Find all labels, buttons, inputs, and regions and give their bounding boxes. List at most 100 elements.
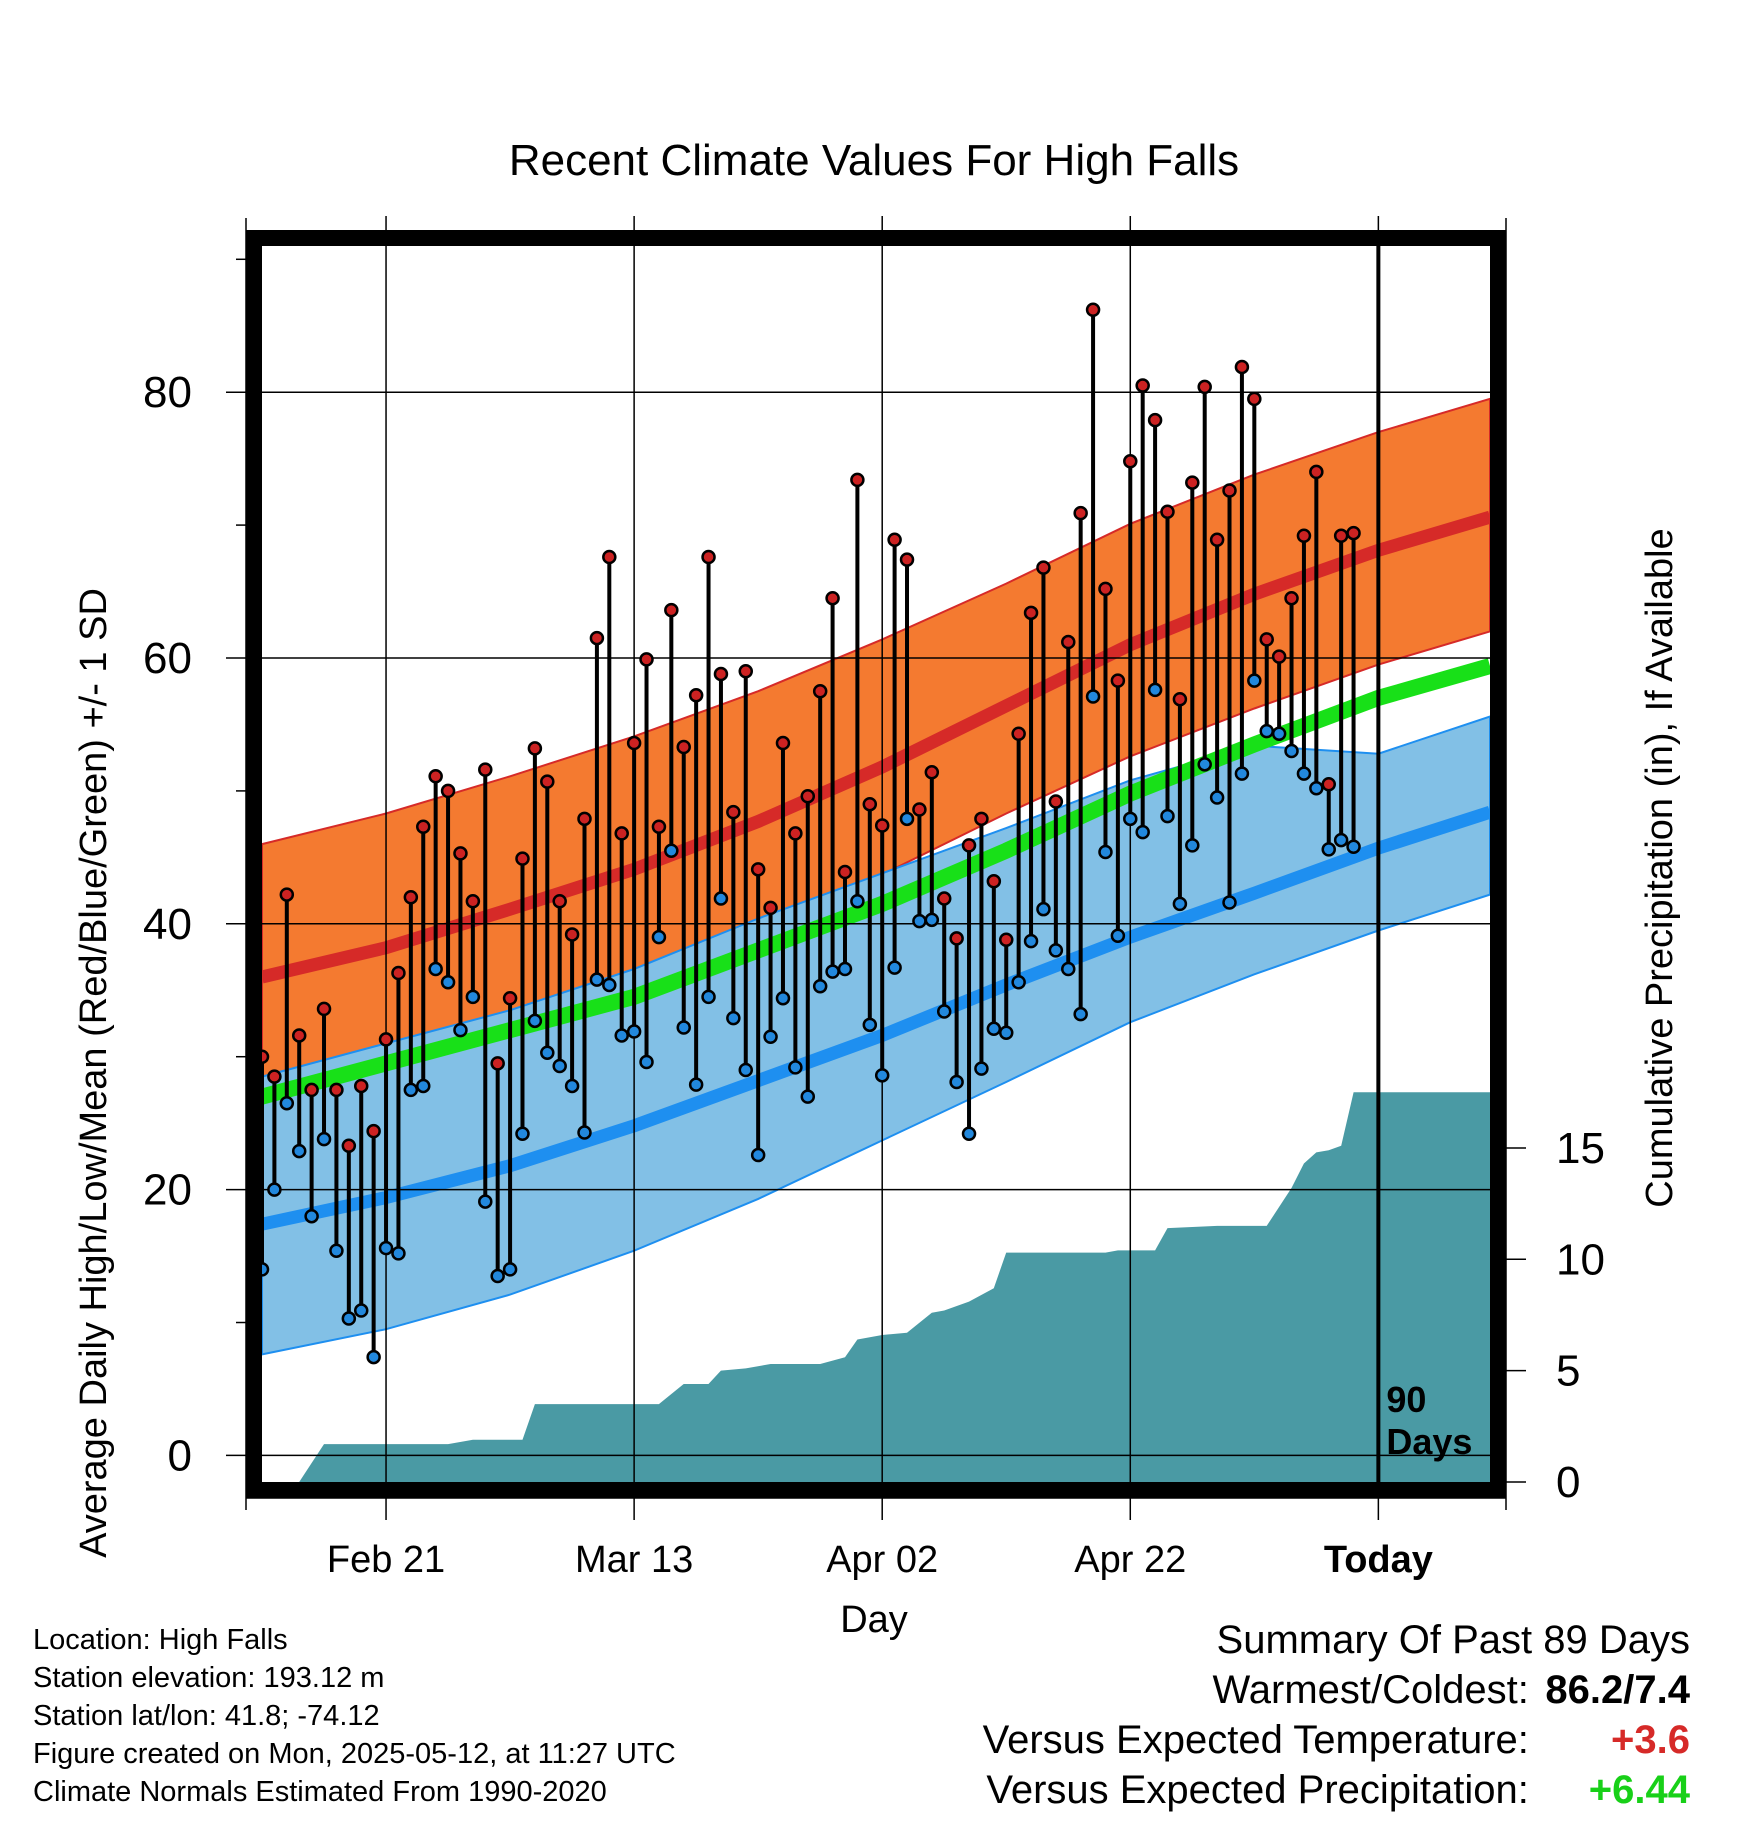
daily-high-point <box>1284 590 1299 606</box>
daily-low-point <box>664 843 679 858</box>
daily-high-point <box>1197 379 1212 395</box>
daily-low-point <box>1234 766 1250 781</box>
daily-low-point <box>1036 901 1051 917</box>
daily-low-point <box>998 1025 1014 1041</box>
daily-low-point <box>416 1078 431 1094</box>
daily-low-point <box>639 1054 654 1070</box>
daily-low-point <box>1048 943 1064 958</box>
daily-low-point <box>552 1058 567 1074</box>
daily-high-point <box>440 783 456 799</box>
daily-low-point <box>577 1125 592 1140</box>
daily-low-point <box>936 1004 952 1019</box>
daily-low-point <box>1309 780 1324 796</box>
daily-low-point <box>949 1074 964 1090</box>
today-days-label: Days <box>1386 1421 1472 1462</box>
daily-low-point <box>267 1182 282 1197</box>
daily-low-point <box>1209 790 1225 805</box>
daily-high-point <box>862 796 878 812</box>
summary-warm-cold: Warmest/Coldest: 86.2/7.4 <box>1213 1668 1691 1713</box>
daily-low-point <box>738 1062 754 1078</box>
daily-low-point <box>589 972 605 987</box>
daily-high-point <box>1061 634 1076 650</box>
daily-high-point <box>998 932 1014 948</box>
daily-high-point <box>701 549 716 565</box>
x-tick-label: Mar 13 <box>575 1539 693 1581</box>
daily-high-point <box>515 851 530 866</box>
y-tick-label: 40 <box>143 900 192 949</box>
daily-high-point <box>738 664 754 679</box>
info-elevation: Station elevation: 193.12 m <box>33 1662 385 1694</box>
daily-low-point <box>1135 824 1150 840</box>
daily-low-point <box>391 1246 406 1261</box>
daily-low-point <box>788 1060 803 1075</box>
daily-low-point <box>750 1147 766 1163</box>
daily-high-point <box>1098 581 1113 597</box>
daily-low-point <box>676 1020 691 1035</box>
daily-high-point <box>1036 560 1051 575</box>
x-tick-label: Feb 21 <box>327 1539 445 1581</box>
daily-high-point <box>391 965 406 981</box>
daily-high-point <box>329 1082 344 1098</box>
y-tick-label: 80 <box>143 368 192 417</box>
daily-high-point <box>304 1082 319 1098</box>
daily-high-point <box>775 735 791 751</box>
daily-high-point <box>502 990 518 1006</box>
daily-high-point <box>341 1138 357 1154</box>
daily-high-point <box>1185 475 1200 490</box>
daily-low-point <box>1284 743 1299 759</box>
daily-high-point <box>626 735 642 751</box>
daily-low-point <box>1346 839 1361 854</box>
daily-low-point <box>1185 838 1200 853</box>
daily-high-point <box>974 811 989 827</box>
daily-high-point <box>1346 525 1361 541</box>
daily-high-point <box>1234 359 1250 375</box>
summary-temp: Versus Expected Temperature: +3.6 <box>983 1718 1690 1763</box>
info-latlon: Station lat/lon: 41.8; -74.12 <box>33 1700 380 1732</box>
daily-low-point <box>527 1013 543 1029</box>
daily-low-point <box>961 1126 977 1142</box>
daily-high-point <box>316 1001 332 1017</box>
daily-low-point <box>1172 896 1188 912</box>
daily-low-point <box>1110 928 1126 944</box>
daily-low-point <box>353 1303 369 1318</box>
daily-high-point <box>465 893 481 909</box>
y-axis-label: Average Daily High/Low/Mean (Red/Blue/Gr… <box>73 588 115 1558</box>
daily-high-point <box>279 887 295 902</box>
summary-temp-value: +3.6 <box>1611 1718 1690 1762</box>
daily-high-point <box>1110 673 1126 688</box>
daily-high-point <box>428 769 443 784</box>
summary-temp-label: Versus Expected Temperature: <box>982 1718 1529 1762</box>
daily-high-point <box>614 826 629 841</box>
daily-low-point <box>1197 757 1212 772</box>
daily-high-point <box>1222 483 1237 498</box>
daily-low-point <box>1222 895 1237 910</box>
daily-high-point <box>750 862 766 877</box>
x-tick-label: Apr 02 <box>826 1539 938 1581</box>
daily-high-point <box>366 1123 381 1139</box>
daily-low-point <box>453 1022 468 1038</box>
daily-low-point <box>924 912 940 928</box>
daily-low-point <box>850 893 865 909</box>
daily-low-point <box>899 811 915 827</box>
daily-low-point <box>1147 682 1163 698</box>
daily-low-point <box>726 1010 741 1026</box>
daily-low-point <box>341 1311 357 1326</box>
daily-high-point <box>267 1069 282 1084</box>
daily-low-point <box>1247 673 1262 688</box>
daily-high-point <box>912 802 927 817</box>
daily-low-point <box>862 1017 878 1033</box>
y2-tick-label: 10 <box>1556 1235 1605 1284</box>
y-tick-label: 60 <box>143 634 192 683</box>
daily-high-point <box>688 687 704 703</box>
chart-title: Recent Climate Values For High Falls <box>509 136 1239 185</box>
daily-low-point <box>1333 832 1349 848</box>
daily-low-point <box>366 1349 381 1365</box>
x-tick-label: Apr 22 <box>1074 1539 1186 1581</box>
daily-low-point <box>713 891 729 906</box>
daily-high-point <box>676 739 691 755</box>
daily-low-point <box>602 977 617 993</box>
daily-low-point <box>540 1045 555 1060</box>
daily-high-point <box>602 549 617 565</box>
daily-high-point <box>1123 454 1138 469</box>
daily-low-point <box>403 1082 419 1098</box>
